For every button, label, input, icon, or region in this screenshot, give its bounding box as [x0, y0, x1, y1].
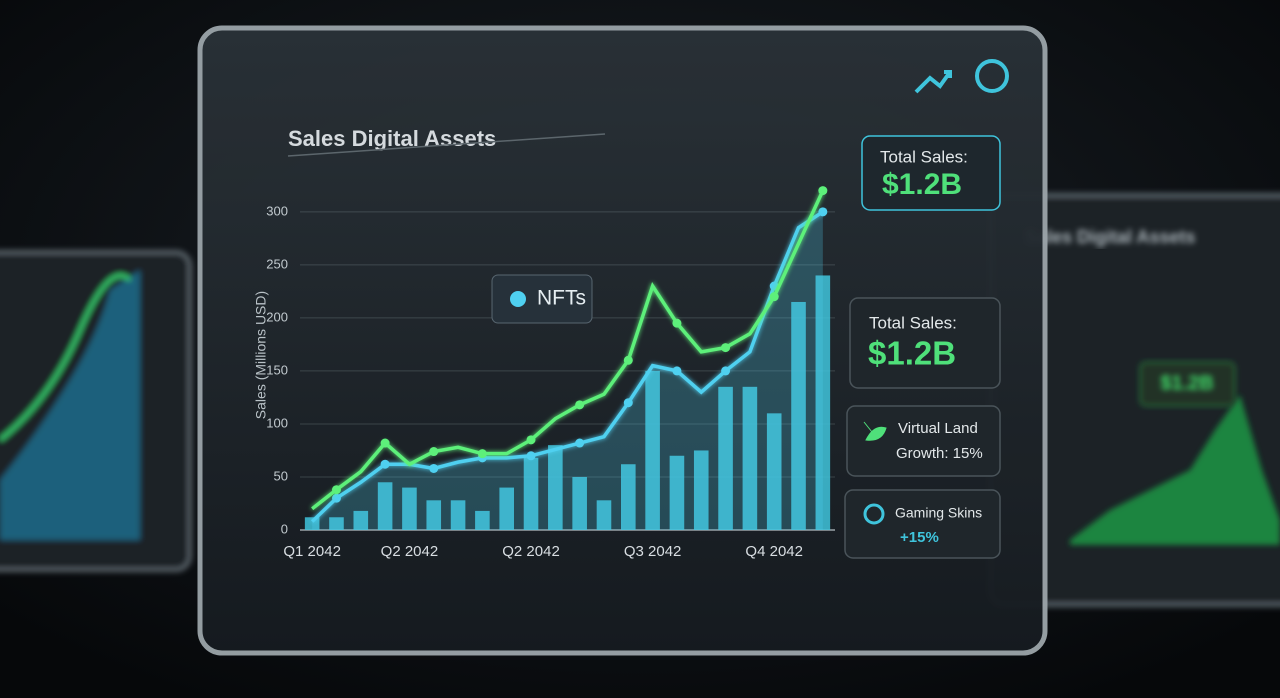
bar: [766, 413, 782, 530]
bar: [523, 457, 539, 530]
bar: [693, 450, 709, 530]
card-label: Total Sales:: [880, 147, 968, 166]
bar: [353, 510, 369, 530]
point: [672, 318, 682, 328]
point: [526, 435, 536, 445]
x-tick-label: Q2 2042: [502, 543, 560, 560]
card-value: $1.2B: [882, 168, 962, 201]
x-tick-label: Q2 2042: [381, 543, 439, 560]
point: [477, 449, 487, 459]
background-callout: $1.2B: [1160, 372, 1213, 394]
point: [672, 366, 682, 376]
y-tick-label: 150: [266, 362, 288, 377]
point: [380, 438, 390, 448]
bar: [304, 517, 320, 530]
right-blurred-panel: Sales Digital Assets $1.2B: [988, 193, 1280, 607]
point: [575, 438, 585, 448]
trend-icon[interactable]: [914, 70, 952, 94]
point: [380, 459, 390, 469]
annotation-box: [491, 274, 593, 324]
background-title: Sales Digital Assets: [1025, 227, 1195, 247]
bar: [402, 487, 417, 530]
x-tick-label: Q4 2042: [745, 543, 803, 560]
point: [331, 485, 341, 495]
y-tick-label: 0: [281, 521, 288, 536]
bar: [377, 482, 393, 530]
y-tick-label: 100: [266, 415, 288, 430]
plot: 0 50 100 150 200 250 300 Q1 2042 Q2 2042 Q2 2042 Q…: [266, 186, 835, 560]
bar: [499, 487, 514, 530]
toolbar-icons[interactable]: [914, 59, 1009, 94]
x-tick-label: Q1 2042: [283, 543, 341, 560]
title-rule: [287, 133, 606, 157]
bar: [621, 464, 636, 530]
bar: [548, 445, 563, 530]
bar: [718, 386, 733, 530]
annotation: NFTs: [537, 287, 586, 310]
point: [623, 398, 633, 408]
card: Gaming Skins +15%: [844, 489, 1001, 559]
point: [429, 447, 439, 457]
card-label: Virtual Land: [898, 420, 978, 437]
point: [331, 493, 341, 503]
y-tick-label: 300: [266, 203, 288, 218]
point: [526, 451, 536, 461]
point: [721, 366, 731, 376]
point: [818, 186, 828, 196]
area: [312, 211, 823, 530]
card-value: +15%: [900, 529, 939, 546]
bar: [572, 476, 587, 530]
left-blurred-panel: [0, 250, 192, 572]
point: [769, 292, 779, 302]
point: [623, 355, 633, 365]
point: [575, 400, 585, 410]
card: Total Sales: $1.2B: [861, 135, 1001, 211]
refresh-icon[interactable]: [975, 59, 1009, 93]
bar: [669, 455, 685, 530]
y-tick-label: 200: [266, 309, 288, 324]
card: Virtual Land Growth: 15%: [846, 405, 1001, 477]
bar: [645, 370, 660, 530]
bar: [742, 386, 758, 530]
line: [311, 189, 825, 511]
y-axis-label: Sales (Millions USD): [253, 291, 269, 419]
y-tick-label: 250: [266, 256, 288, 271]
y-tick-label: 50: [274, 468, 288, 483]
chart-title: Sales Digital Assets: [288, 126, 496, 151]
point: [721, 343, 731, 353]
bar: [475, 510, 490, 530]
annotation-icon: [510, 291, 526, 307]
bar: [450, 500, 466, 530]
card-label: Total Sales:: [869, 313, 957, 332]
bar: [329, 517, 344, 530]
area-line: [310, 210, 824, 523]
card-value: $1.2B: [868, 335, 956, 372]
x-tick-label: Q3 2042: [624, 543, 682, 560]
card: Total Sales: $1.2B: [849, 297, 1001, 389]
point: [429, 463, 439, 473]
bar: [426, 500, 442, 530]
bar: [815, 275, 831, 530]
bar: [791, 301, 806, 530]
card-value: Growth: 15%: [896, 445, 983, 462]
bar: [596, 500, 612, 530]
card-label: Gaming Skins: [895, 505, 982, 521]
point: [818, 207, 828, 217]
